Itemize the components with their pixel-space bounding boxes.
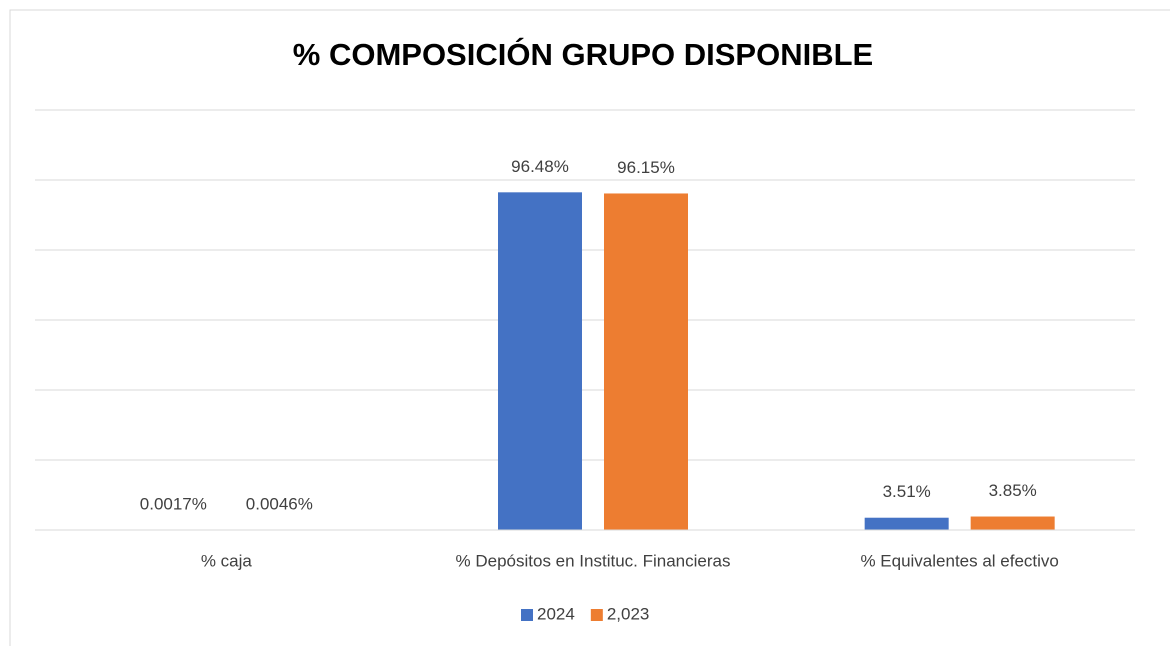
data-label: 3.85% bbox=[989, 481, 1037, 500]
data-label: 3.51% bbox=[883, 482, 931, 501]
legend-swatch bbox=[521, 609, 533, 621]
bar bbox=[970, 516, 1055, 530]
legend-swatch bbox=[590, 609, 603, 621]
legend-label: 2,023 bbox=[607, 604, 650, 623]
data-label: 0.0046% bbox=[246, 494, 313, 513]
chart-border bbox=[9, 9, 1170, 646]
data-label: 96.48% bbox=[511, 157, 569, 176]
data-label: 96.15% bbox=[617, 158, 675, 177]
legend-label: 2024 bbox=[537, 604, 575, 623]
bar bbox=[498, 192, 582, 530]
chart-title: % COMPOSICIÓN GRUPO DISPONIBLE bbox=[293, 36, 873, 72]
data-label: 0.0017% bbox=[140, 494, 207, 513]
x-tick-label: % Depósitos en Instituc. Financieras bbox=[456, 551, 731, 570]
bar bbox=[864, 517, 949, 530]
x-tick-label: % caja bbox=[201, 551, 253, 570]
bar bbox=[604, 193, 688, 530]
x-tick-label: % Equivalentes al efectivo bbox=[860, 551, 1058, 570]
